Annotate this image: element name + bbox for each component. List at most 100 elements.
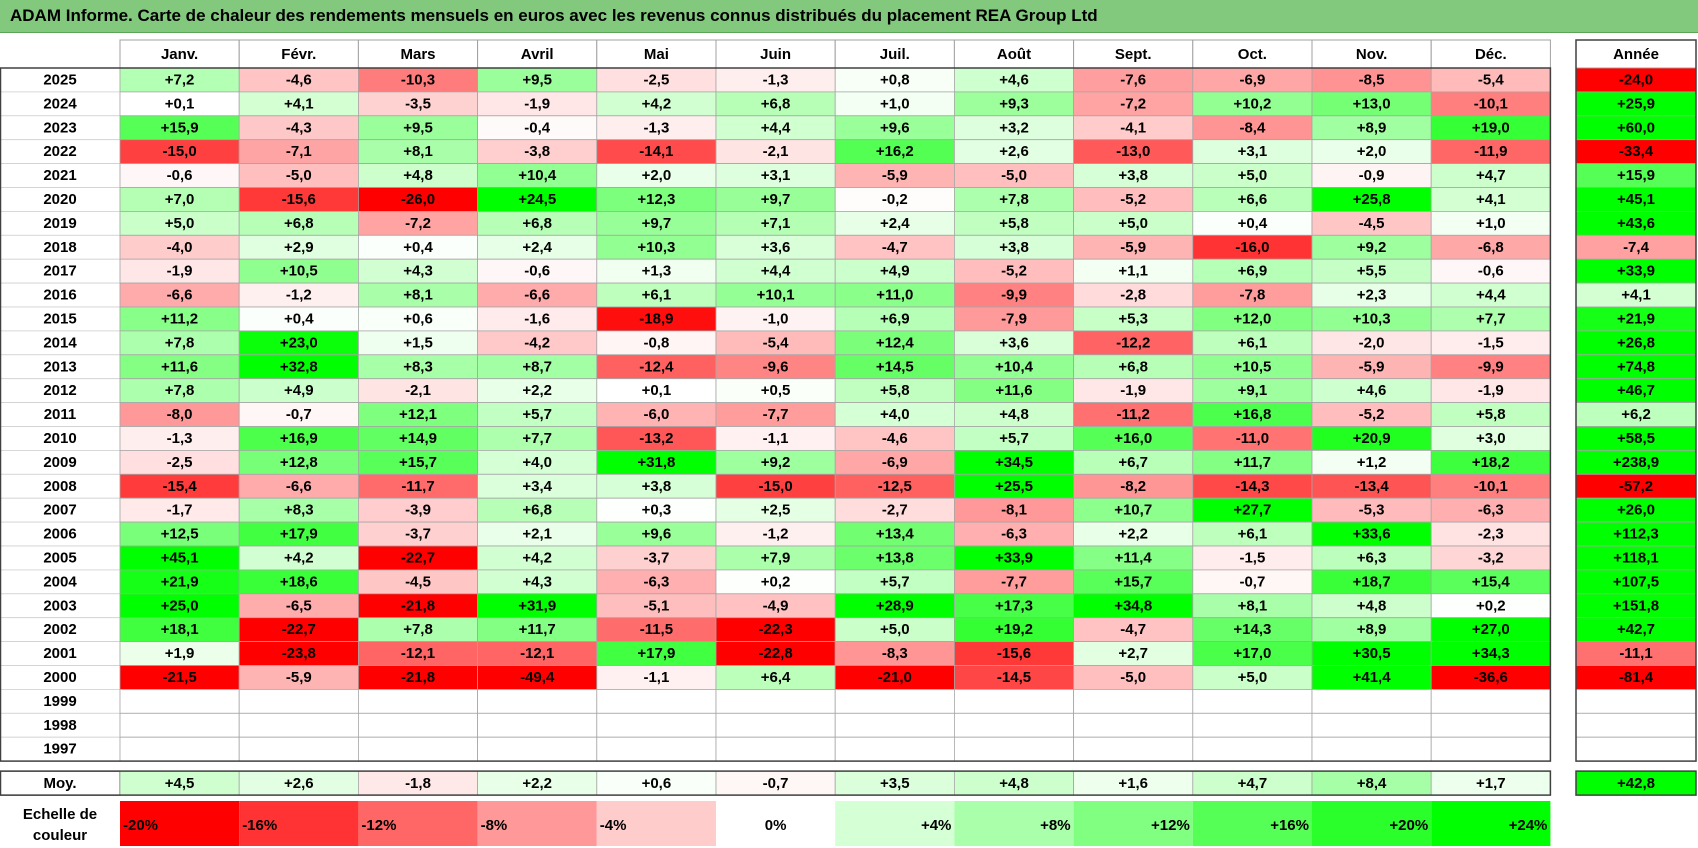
avg-value: +1,6 bbox=[1118, 775, 1148, 792]
cell-value: -2,5 bbox=[643, 72, 669, 89]
cell-value: +19,2 bbox=[995, 621, 1033, 638]
cell-value: +5,8 bbox=[999, 215, 1029, 232]
cell-value: +6,8 bbox=[522, 215, 552, 232]
cell-value: +12,1 bbox=[399, 406, 437, 423]
cell-value: -5,0 bbox=[286, 167, 312, 184]
avg-cell bbox=[1073, 770, 1194, 796]
cell-value: -8,0 bbox=[167, 406, 193, 423]
year-label: 2018 bbox=[43, 239, 76, 256]
cell-value: -3,7 bbox=[643, 550, 669, 567]
heat-cell bbox=[477, 712, 598, 738]
cell-value: -4,5 bbox=[405, 573, 431, 590]
cell-value: +5,0 bbox=[1118, 215, 1148, 232]
cell-value: -2,0 bbox=[1359, 334, 1385, 351]
annual-value: +74,8 bbox=[1617, 358, 1655, 375]
cell-value: +2,2 bbox=[522, 382, 552, 399]
cell-value: +15,7 bbox=[399, 454, 437, 471]
cell-value: -14,5 bbox=[997, 669, 1031, 686]
year-label: 2014 bbox=[43, 334, 77, 351]
annual-value: +15,9 bbox=[1617, 167, 1655, 184]
cell-value: +7,9 bbox=[761, 550, 791, 567]
cell-value: +2,0 bbox=[642, 167, 672, 184]
scale-tick-label: +24% bbox=[1509, 817, 1548, 834]
year-label: 2006 bbox=[43, 526, 76, 543]
cell-value: -7,6 bbox=[1120, 72, 1146, 89]
cell-value: +25,0 bbox=[161, 597, 199, 614]
scale-swatch bbox=[716, 801, 836, 846]
cell-value: +33,6 bbox=[1353, 526, 1391, 543]
annual-value: +58,5 bbox=[1617, 430, 1655, 447]
cell-value: +9,5 bbox=[522, 72, 552, 89]
cell-value: +6,8 bbox=[1118, 358, 1148, 375]
cell-value: -7,8 bbox=[1239, 287, 1265, 304]
cell-value: +34,5 bbox=[995, 454, 1033, 471]
cell-value: +25,8 bbox=[1353, 191, 1391, 208]
cell-value: +3,8 bbox=[1118, 167, 1148, 184]
scale-swatch bbox=[1073, 801, 1193, 846]
scale-label-line-1: Echelle de bbox=[23, 806, 97, 823]
cell-value: +12,3 bbox=[637, 191, 675, 208]
year-label: 2024 bbox=[43, 95, 77, 112]
cell-value: +27,7 bbox=[1233, 502, 1271, 519]
cell-value: -36,6 bbox=[1474, 669, 1508, 686]
heat-cell bbox=[357, 689, 478, 714]
cell-value: -7,2 bbox=[405, 215, 431, 232]
cell-value: -21,0 bbox=[878, 669, 912, 686]
scale-tick-label: +8% bbox=[1040, 817, 1070, 834]
heat-cell bbox=[238, 689, 359, 714]
cell-value: -9,6 bbox=[763, 358, 789, 375]
cell-value: +6,8 bbox=[761, 95, 791, 112]
cell-value: -22,3 bbox=[758, 621, 792, 638]
avg-annual-value: +42,8 bbox=[1617, 775, 1655, 792]
cell-value: -5,2 bbox=[1359, 406, 1385, 423]
cell-value: +6,8 bbox=[284, 215, 314, 232]
cell-value: -6,3 bbox=[1478, 502, 1504, 519]
cell-value: +10,2 bbox=[1233, 95, 1271, 112]
cell-value: +2,1 bbox=[522, 526, 552, 543]
cell-value: -15,6 bbox=[282, 191, 316, 208]
cell-value: -4,5 bbox=[1359, 215, 1385, 232]
year-label: 2010 bbox=[43, 430, 76, 447]
heat-cell bbox=[357, 712, 478, 738]
cell-value: +6,7 bbox=[1118, 454, 1148, 471]
month-header-2: Févr. bbox=[281, 46, 316, 63]
heat-cell bbox=[1430, 689, 1551, 714]
cell-value: -4,0 bbox=[167, 239, 193, 256]
cell-value: -6,6 bbox=[167, 287, 193, 304]
heat-cell bbox=[954, 736, 1075, 762]
year-label: 2016 bbox=[43, 287, 76, 304]
cell-value: +12,0 bbox=[1233, 311, 1271, 328]
cell-value: +8,7 bbox=[522, 358, 552, 375]
cell-value: -10,3 bbox=[401, 72, 435, 89]
cell-value: +1,5 bbox=[403, 334, 433, 351]
cell-value: -1,2 bbox=[763, 526, 789, 543]
month-header-10: Oct. bbox=[1238, 46, 1267, 63]
cell-value: -12,1 bbox=[520, 645, 554, 662]
heat-cell bbox=[238, 736, 359, 762]
cell-value: -4,7 bbox=[882, 239, 908, 256]
year-label: 2005 bbox=[43, 550, 76, 567]
cell-value: +4,8 bbox=[1357, 597, 1387, 614]
cell-value: +3,2 bbox=[999, 119, 1029, 136]
cell-value: -7,7 bbox=[1001, 573, 1027, 590]
avg-value: +3,5 bbox=[880, 775, 910, 792]
cell-value: -0,8 bbox=[643, 334, 669, 351]
cell-value: -1,5 bbox=[1478, 334, 1504, 351]
cell-value: +4,2 bbox=[522, 550, 552, 567]
cell-value: -2,8 bbox=[1120, 287, 1146, 304]
cell-value: -2,5 bbox=[167, 454, 193, 471]
year-label: 2011 bbox=[44, 406, 77, 423]
cell-value: +5,7 bbox=[880, 573, 910, 590]
cell-value: -1,6 bbox=[524, 311, 550, 328]
cell-value: +0,1 bbox=[165, 95, 195, 112]
avg-value: +2,6 bbox=[284, 775, 314, 792]
annual-border bbox=[1575, 39, 1697, 762]
year-label: 2002 bbox=[43, 621, 76, 638]
cell-value: +4,0 bbox=[880, 406, 910, 423]
cell-value: +20,9 bbox=[1353, 430, 1391, 447]
cell-value: -3,2 bbox=[1478, 550, 1504, 567]
cell-value: +4,2 bbox=[642, 95, 672, 112]
cell-value: -21,5 bbox=[162, 669, 196, 686]
cell-value: +6,3 bbox=[1357, 550, 1387, 567]
